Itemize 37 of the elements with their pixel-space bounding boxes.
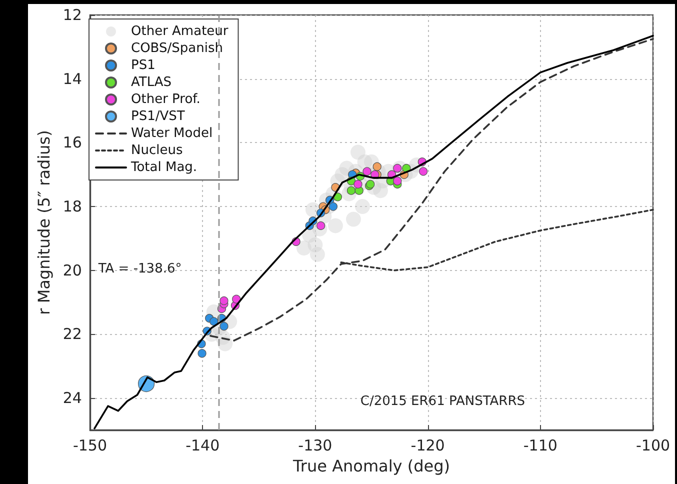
point — [198, 349, 206, 358]
ref-line-label: TA = -138.6° — [97, 261, 182, 276]
point — [310, 246, 325, 262]
point — [210, 317, 218, 326]
legend-label: Total Mag. — [130, 160, 198, 175]
x-tick-label: -150 — [72, 436, 108, 454]
y-tick-label: 18 — [62, 198, 82, 216]
annotation: C/2015 ER61 PANSTARRS — [360, 394, 526, 409]
legend-label: PS1 — [131, 58, 156, 73]
point — [232, 294, 241, 304]
x-tick-label: -120 — [410, 436, 445, 454]
point — [393, 176, 402, 186]
y-tick-label: 16 — [62, 134, 82, 152]
point — [355, 199, 370, 214]
y-tick-label: 22 — [62, 325, 82, 344]
x-tick-label: -110 — [523, 436, 558, 454]
legend-label: Water Model — [131, 126, 213, 141]
x-tick-label: -130 — [298, 436, 332, 454]
legend-label: PS1/VST — [131, 109, 185, 124]
point — [373, 183, 388, 198]
legend-label: ATLAS — [131, 75, 172, 90]
point — [220, 296, 228, 306]
y-tick-label: 20 — [62, 261, 82, 280]
line-series — [94, 34, 654, 430]
point — [350, 144, 366, 160]
legend-label: Other Prof. — [131, 92, 200, 107]
point — [419, 167, 428, 176]
y-tick-label: 24 — [62, 389, 82, 408]
x-axis-title: True Anomaly (deg) — [292, 456, 450, 476]
y-axis-title: r Magnitude (5″ radius) — [34, 130, 54, 315]
legend-label: Other Amateur — [131, 24, 229, 39]
legend-label: Nucleus — [131, 143, 183, 158]
x-tick-label: -140 — [186, 436, 220, 454]
y-tick-label: 12 — [62, 6, 82, 24]
y-tick-label: 14 — [62, 70, 82, 88]
legend-label: COBS/Spanish — [131, 41, 223, 56]
x-tick-label: -100 — [636, 436, 670, 454]
